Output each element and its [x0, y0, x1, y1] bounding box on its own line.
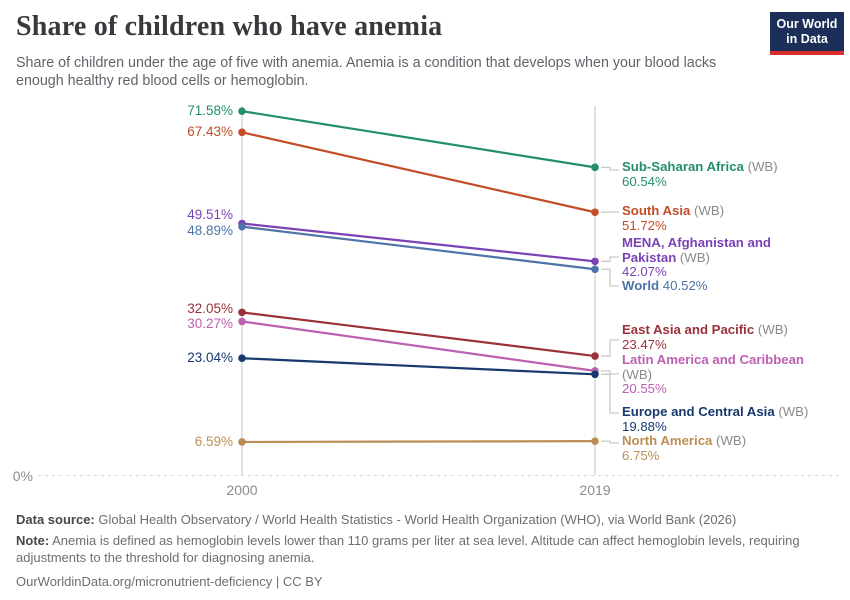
series-qualifier: (WB) — [690, 203, 725, 218]
owid-logo[interactable]: Our World in Data — [770, 12, 844, 55]
legend-item-north-america[interactable]: North America (WB) 6.75% — [622, 433, 844, 463]
legend-item-latin-america-and-caribbean[interactable]: Latin America and Caribbean (WB) 20.55% — [622, 352, 844, 397]
start-value-world: 48.89% — [187, 223, 233, 239]
series-name: South Asia — [622, 203, 691, 218]
note-label: Note: — [16, 533, 50, 548]
datasource-text: Global Health Observatory / World Health… — [98, 512, 737, 527]
end-value: 19.88% — [622, 418, 667, 434]
legend-item-south-asia[interactable]: South Asia (WB) 51.72% — [622, 203, 844, 233]
series-name: Europe and Central Asia — [622, 404, 775, 419]
end-value: 60.54% — [622, 173, 667, 189]
legend-item-east-asia-and-pacific[interactable]: East Asia and Pacific (WB) 23.47% — [622, 322, 844, 352]
end-value: 51.72% — [622, 217, 667, 233]
series-qualifier: (WB) — [754, 322, 788, 337]
end-value: 23.47% — [622, 336, 667, 352]
series-name: MENA, Afghanistan and — [622, 235, 771, 250]
end-value: 40.52% — [659, 278, 708, 293]
series-qualifier: (WB) — [712, 433, 747, 448]
series-dots[interactable] — [238, 107, 599, 446]
series-name: Sub-Saharan Africa — [622, 159, 744, 174]
series-qualifier: (WB) — [676, 249, 710, 265]
note-text: Anemia is defined as hemoglobin levels l… — [16, 533, 800, 565]
series-name: East Asia and Pacific — [622, 322, 755, 337]
x-tick-2000: 2000 — [226, 482, 258, 498]
y-axis-zero-label: 0% — [12, 468, 33, 484]
legend-item-mena-afghanistan-and-pakistan[interactable]: MENA, Afghanistan and Pakistan (WB) 42.07% — [622, 235, 844, 280]
legend-item-world[interactable]: World 40.52% — [622, 278, 844, 294]
series-qualifier: (WB) — [622, 366, 653, 382]
chart-subtitle: Share of children under the age of five … — [16, 55, 717, 89]
series-qualifier: (WB) — [774, 404, 809, 419]
start-value-europe-and-central-asia: 23.04% — [187, 350, 233, 366]
start-value-east-asia-and-pacific: 32.05% — [187, 301, 233, 317]
chart-footer: Data source: Global Health Observatory /… — [16, 511, 834, 590]
series-name: World — [622, 278, 660, 293]
series-name: Latin America and Caribbean — [622, 352, 804, 367]
datasource-label: Data source: — [16, 512, 95, 527]
end-value: 20.55% — [622, 381, 667, 397]
canonical-url: OurWorldinData.org/micronutrient-deficie… — [16, 574, 323, 589]
series-qualifier: (WB) — [743, 159, 778, 174]
owid-logo-line2: in Data — [786, 32, 828, 46]
start-value-latin-america-and-caribbean: 30.27% — [187, 316, 233, 332]
chart-title: Share of children who have anemia — [16, 11, 443, 42]
owid-logo-line1: Our World — [776, 17, 838, 31]
series-name: Pakistan — [622, 249, 677, 265]
x-tick-2019: 2019 — [579, 482, 611, 498]
series-name: North America — [622, 433, 713, 448]
legend-connectors — [601, 166, 619, 444]
start-value-mena-afghanistan-and-pakistan: 49.51% — [187, 207, 233, 223]
start-value-sub-saharan-africa: 71.58% — [187, 103, 233, 119]
start-value-north-america: 6.59% — [194, 434, 233, 450]
start-value-south-asia: 67.43% — [187, 124, 233, 140]
legend-item-europe-and-central-asia[interactable]: Europe and Central Asia (WB) 19.88% — [622, 404, 844, 434]
end-value: 6.75% — [622, 447, 660, 463]
series-lines[interactable] — [241, 110, 596, 444]
legend-item-sub-saharan-africa[interactable]: Sub-Saharan Africa (WB) 60.54% — [622, 159, 844, 189]
end-value: 42.07% — [622, 264, 667, 280]
